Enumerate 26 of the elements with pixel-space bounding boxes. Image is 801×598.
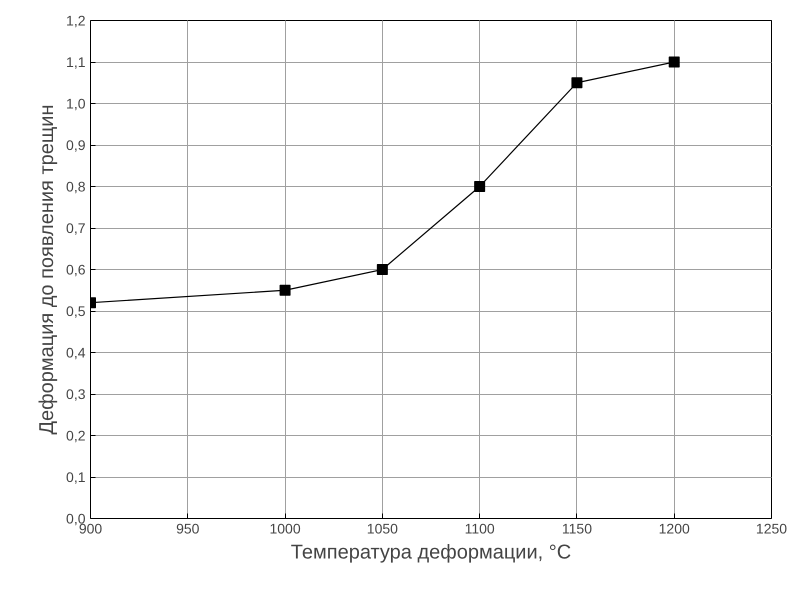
y-tick-label: 0,9 — [66, 137, 86, 153]
x-tick-label: 1000 — [270, 520, 301, 536]
x-axis-title: Температура деформации, °C — [290, 542, 572, 564]
x-tick-label: 1250 — [756, 520, 788, 536]
y-tick-label: 0,6 — [66, 262, 86, 278]
point — [571, 77, 582, 88]
y-tick-label: 1,2 — [66, 12, 86, 28]
point — [668, 56, 680, 68]
y-tick-label: 0,8 — [66, 178, 86, 194]
point — [376, 264, 388, 275]
y-tick-label: 0,7 — [66, 220, 86, 236]
y-tick-label: 1,1 — [66, 54, 86, 70]
y-tick-label: 0,3 — [66, 386, 86, 402]
y-tick-label: 0,4 — [66, 344, 86, 360]
x-tick-label: 1150 — [562, 520, 592, 536]
y-tick-label: 1,0 — [66, 96, 86, 112]
y-tick-label: 0,1 — [66, 469, 86, 485]
x-tick-label: 950 — [176, 520, 200, 536]
x-tick-label: 1050 — [366, 520, 398, 536]
y-tick-label: 0,2 — [66, 428, 86, 444]
y-axis-title: Деформация до появления трещин — [36, 104, 58, 435]
x-tick-label: 1200 — [658, 520, 690, 536]
point — [280, 284, 291, 296]
y-tick-label: 0,5 — [66, 303, 86, 319]
point — [474, 181, 486, 192]
x-tick-label: 1100 — [464, 520, 495, 536]
